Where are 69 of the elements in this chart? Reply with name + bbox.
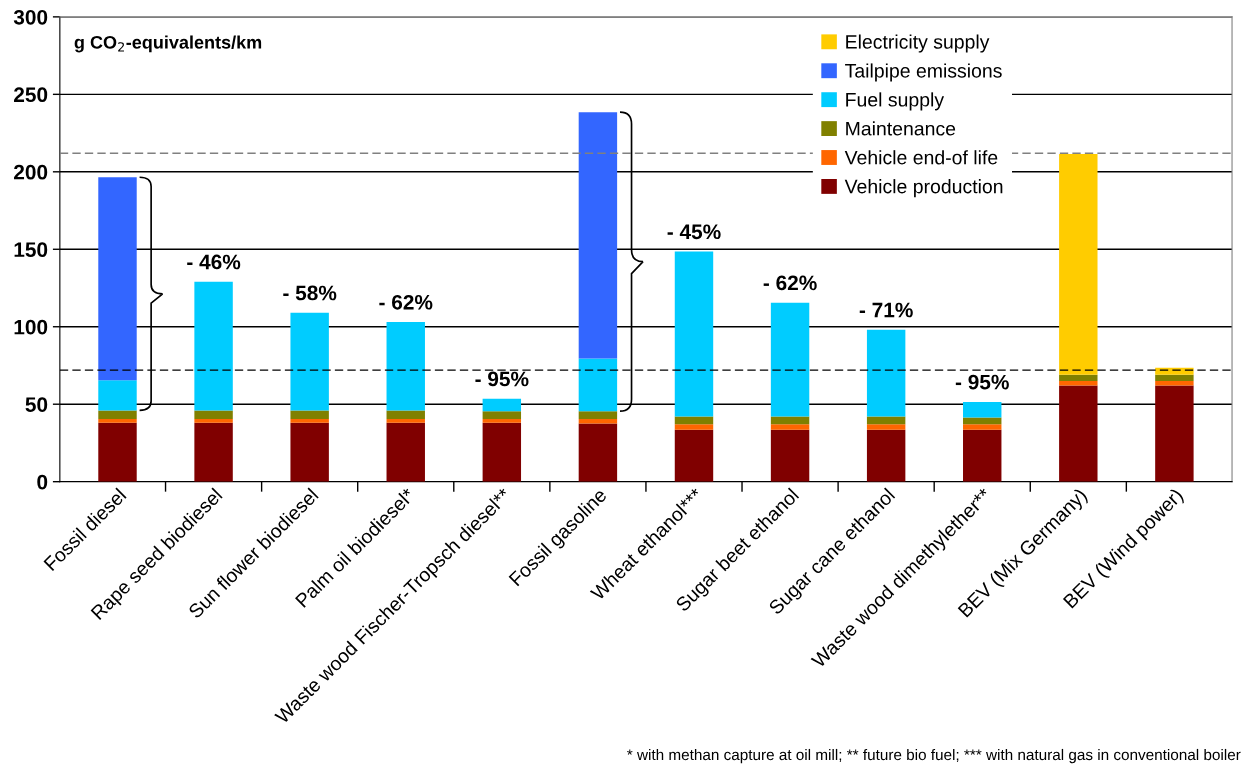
bar bbox=[386, 422, 425, 482]
bar bbox=[770, 302, 810, 417]
annotation: - 95% bbox=[475, 371, 529, 387]
bar bbox=[578, 358, 618, 412]
annotation: - 62% bbox=[379, 294, 433, 310]
bar bbox=[290, 410, 329, 419]
annotation: - 58% bbox=[283, 285, 337, 301]
bar bbox=[578, 411, 618, 419]
bar bbox=[963, 417, 1002, 425]
bar bbox=[1059, 374, 1098, 381]
bar bbox=[290, 418, 329, 423]
bar bbox=[386, 410, 425, 419]
bar bbox=[578, 423, 618, 482]
bar bbox=[194, 422, 233, 482]
bar bbox=[963, 424, 1002, 430]
legend-label: Vehicle production bbox=[844, 179, 1003, 198]
bar bbox=[98, 380, 137, 411]
legend-label: Electricity supply bbox=[846, 34, 990, 53]
legend-label: Vehicle end-of life bbox=[844, 150, 998, 165]
bar bbox=[482, 422, 522, 482]
legend-label: Maintenance bbox=[846, 121, 956, 136]
bar bbox=[290, 312, 329, 411]
bar bbox=[482, 398, 522, 412]
bar bbox=[770, 424, 810, 430]
bar bbox=[963, 401, 1002, 418]
annotation: - 71% bbox=[859, 302, 913, 318]
bar bbox=[1059, 380, 1098, 386]
bar bbox=[578, 418, 618, 424]
bar bbox=[386, 418, 425, 423]
bar bbox=[578, 112, 618, 359]
annotation: - 46% bbox=[187, 254, 241, 270]
y-tick-label: 200 bbox=[14, 164, 48, 180]
y-tick-label: 150 bbox=[14, 242, 48, 258]
text: * with methan capture at oil mill; ** future bio fuel; *** with natural gas in conventional boiler bbox=[627, 748, 1241, 764]
bar bbox=[866, 424, 906, 430]
bar bbox=[1059, 385, 1098, 482]
bar bbox=[386, 322, 425, 411]
y-tick-label: 0 bbox=[37, 474, 48, 490]
bar bbox=[1155, 380, 1194, 386]
bar bbox=[674, 424, 714, 430]
y-tick-label: 100 bbox=[14, 319, 48, 335]
y-tick-label: 50 bbox=[25, 397, 48, 412]
bar bbox=[1155, 374, 1194, 381]
bar bbox=[963, 429, 1002, 482]
legend-label: Fuel supply bbox=[846, 92, 945, 111]
legend-label: Tailpipe emissions bbox=[845, 63, 1002, 82]
annotation: - 62% bbox=[763, 275, 817, 291]
bar bbox=[482, 411, 522, 419]
bar bbox=[98, 410, 137, 419]
y-tick-label: 250 bbox=[14, 87, 48, 103]
bar bbox=[674, 251, 714, 417]
bar bbox=[98, 422, 137, 482]
bar bbox=[770, 429, 810, 482]
bar bbox=[194, 418, 233, 423]
annotation: - 45% bbox=[667, 224, 721, 240]
y-tick-label: 300 bbox=[13, 9, 48, 25]
bar bbox=[98, 177, 137, 381]
bar bbox=[482, 418, 522, 423]
bar bbox=[290, 422, 329, 482]
bar bbox=[866, 429, 906, 482]
y-axis-title: g CO$_{2}$-equivalents/km bbox=[74, 35, 262, 53]
bar bbox=[866, 329, 906, 417]
bar bbox=[194, 410, 233, 419]
annotation: - 95% bbox=[955, 374, 1009, 390]
bar bbox=[674, 429, 714, 482]
bar bbox=[194, 281, 233, 411]
bar bbox=[1155, 385, 1194, 482]
bar bbox=[1059, 153, 1098, 375]
bar bbox=[98, 418, 137, 423]
